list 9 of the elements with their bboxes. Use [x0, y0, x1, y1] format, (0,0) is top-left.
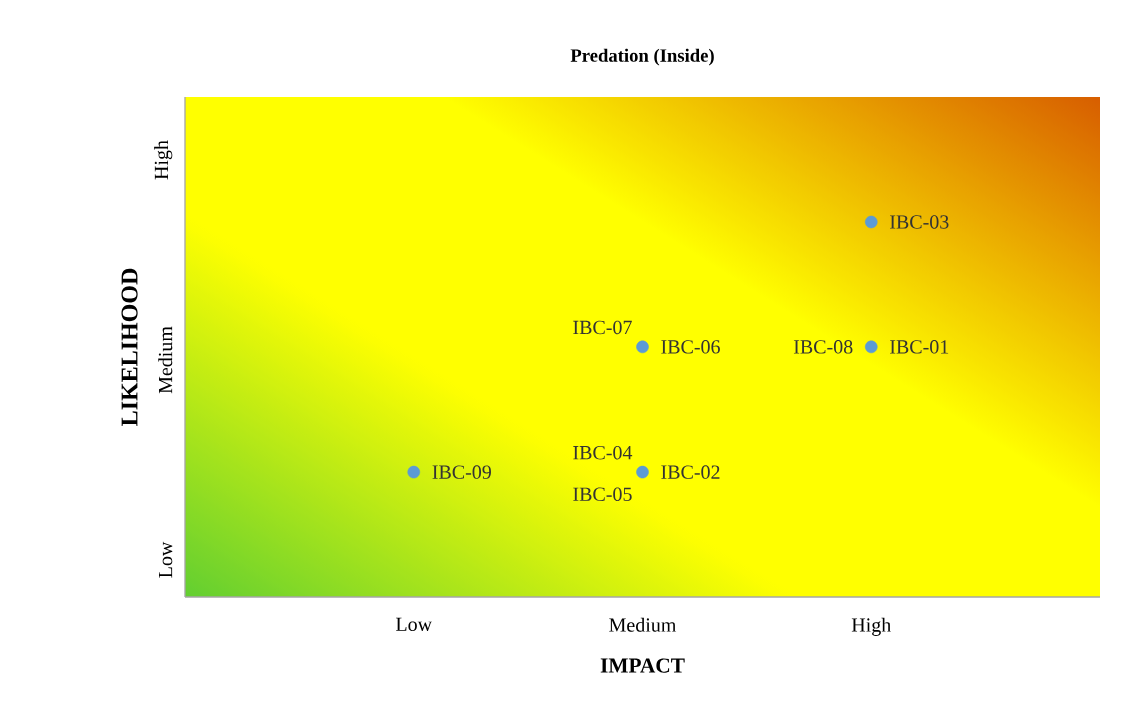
x-tick-label: Low: [396, 617, 432, 631]
chart-title: Predation (Inside): [570, 48, 714, 66]
text: Low: [159, 541, 173, 578]
x-axis-title: IMPACT: [600, 658, 685, 673]
x-tick-label: Medium: [609, 617, 677, 632]
x-tick-label: High: [851, 617, 891, 636]
y-axis-title: LIKELIHOOD: [121, 268, 138, 426]
text: High: [154, 140, 173, 180]
text: Medium: [158, 326, 173, 394]
